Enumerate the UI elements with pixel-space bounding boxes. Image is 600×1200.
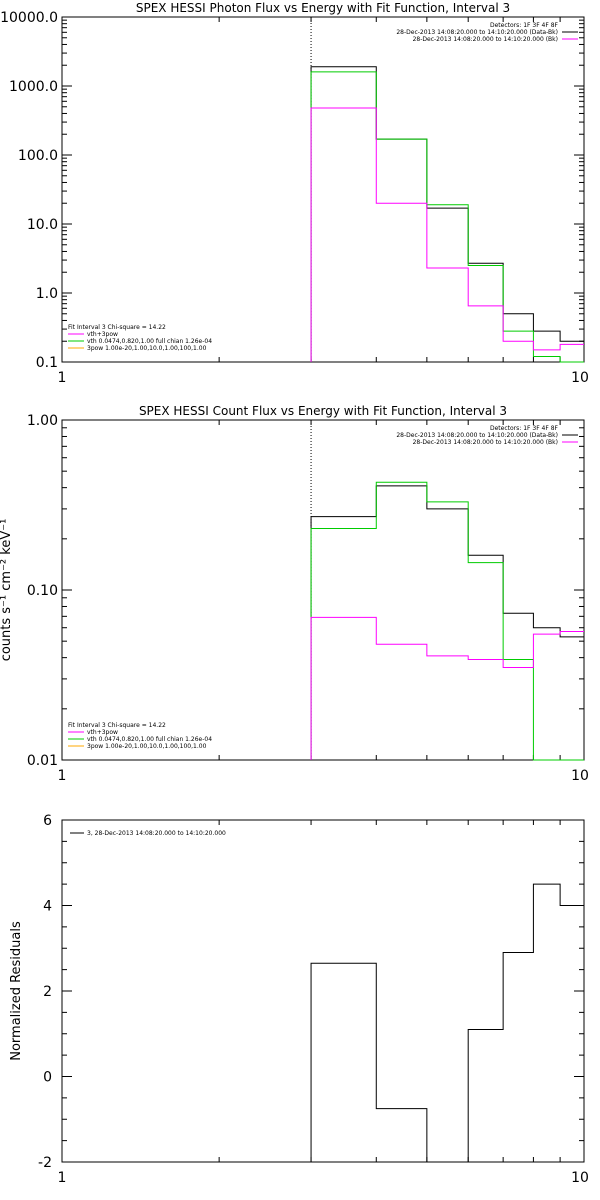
y-tick-label: 0.10 [27,583,58,599]
histogram-series-1 [310,883,584,1163]
legend-text: 28-Dec-2013 14:08:20.000 to 14:10:20.000… [413,36,558,43]
chart-title: SPEX HESSI Count Flux vs Energy with Fit… [139,404,507,418]
legend-text: 28-Dec-2013 14:08:20.000 to 14:10:20.000… [413,439,558,446]
legend-text: 3pow 1.00e-20,1.00,10.0,1.00,100,1.00 [87,743,207,750]
histogram-series-1 [310,66,584,362]
x-tick-label: 1 [58,370,67,386]
legend-text: Fit Interval 3 Chi-square = 14.22 [68,722,166,729]
legend-text: vth 0.0474,0.820,1.00 full chian 1.26e-0… [87,338,212,345]
histogram-series-3 [310,616,584,760]
legend-text: vth 0.0474,0.820,1.00 full chian 1.26e-0… [87,736,212,743]
y-tick-label: 1000.0 [9,79,58,95]
y-tick-label: 6 [43,813,52,829]
chart-panel-2: SPEX HESSI Count Flux vs Energy with Fit… [0,404,589,784]
histogram-series-2 [310,481,584,761]
x-tick-label: 10 [571,768,589,784]
y-tick-label: 0 [43,1070,52,1086]
chart-title: SPEX HESSI Photon Flux vs Energy with Fi… [136,1,510,15]
y-tick-label: 10.0 [27,217,58,233]
legend-text: 28-Dec-2013 14:08:20.000 to 14:10:20.000… [396,29,558,36]
y-tick-label: -2 [38,1155,52,1171]
chart-panel-3: 1 10 -2 0 2 4 6 Normalized Residuals 3, 28-Dec-2… [9,813,589,1186]
y-tick-label: 0.1 [36,355,58,371]
x-tick-label: 1 [58,1170,67,1186]
legend-text: vth+3pow [87,729,118,736]
y-tick-label: 2 [43,984,52,1000]
plot-frame [61,419,585,761]
histogram-series-2 [310,71,584,363]
legend-text: Fit Interval 3 Chi-square = 14.22 [68,324,166,331]
legend-text: 3pow 1.00e-20,1.00,10.0,1.00,100,1.00 [87,345,207,352]
y-tick-label: 1.0 [36,286,58,302]
legend-text: vth+3pow [87,331,118,338]
chart-panel-1: SPEX HESSI Photon Flux vs Energy with Fi… [0,1,589,386]
legend-text: 3, 28-Dec-2013 14:08:20.000 to 14:10:20.… [87,830,226,837]
legend-text: 28-Dec-2013 14:08:20.000 to 14:10:20.000… [396,432,558,439]
x-tick-label: 10 [571,370,589,386]
legend-text: Detectors: 1F 3F 4F 8F [490,22,559,29]
histogram-series-1 [310,485,584,760]
plot-frame [61,819,585,1163]
y-tick-label: 1.00 [27,413,58,429]
histogram-series-3 [310,107,584,362]
y-tick-label: 100.0 [18,148,58,164]
plot-frame [61,16,585,363]
x-tick-label: 1 [58,768,67,784]
x-tick-label: 10 [571,1170,589,1186]
y-axis-label: Normalized Residuals [9,921,24,1061]
y-tick-label: 0.01 [27,753,58,769]
legend-text: Detectors: 1F 3F 4F 8F [490,425,559,432]
y-tick-label: 10000.0 [0,10,58,26]
y-tick-label: 4 [43,899,52,915]
y-axis-label: counts s⁻¹ cm⁻² keV⁻¹ [0,519,14,662]
